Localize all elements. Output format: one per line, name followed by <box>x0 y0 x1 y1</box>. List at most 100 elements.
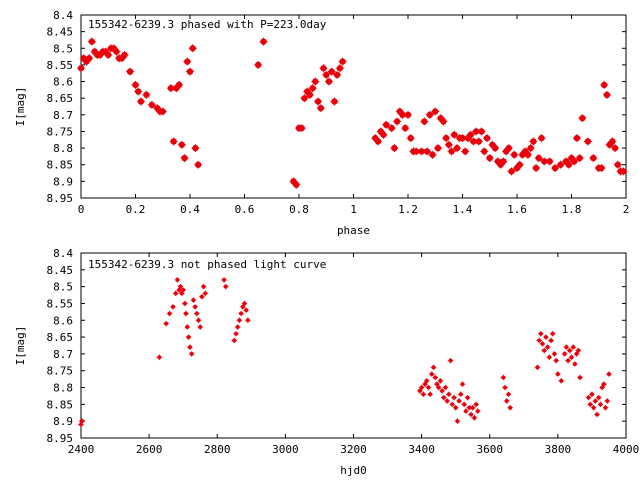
data-point <box>549 330 556 337</box>
data-point <box>245 317 251 324</box>
data-point <box>238 310 244 317</box>
data-point <box>432 374 439 381</box>
data-point <box>543 334 549 340</box>
y-tick-label: 8.85 <box>47 398 74 411</box>
data-point <box>199 293 205 300</box>
unphased-light-curve-panel: 155342-6239.3 not phased light curve I[m… <box>14 247 639 477</box>
data-point <box>595 394 602 401</box>
data-point <box>532 164 541 173</box>
data-point <box>191 144 200 153</box>
x-tick-label: 2800 <box>204 443 231 456</box>
data-point <box>297 124 306 133</box>
data-point <box>480 147 489 156</box>
data-point <box>200 283 207 290</box>
y-tick-label: 8.95 <box>47 432 74 445</box>
data-point <box>333 70 342 79</box>
data-point <box>417 147 426 156</box>
data-point <box>570 157 579 166</box>
x-tick-label: 0 <box>78 203 85 216</box>
data-point <box>236 317 243 324</box>
data-point <box>239 304 246 310</box>
y-tick-label: 8.7 <box>53 109 73 122</box>
data-point <box>570 344 577 350</box>
data-point <box>599 384 605 391</box>
data-point <box>401 124 410 133</box>
x-tick-label: 2 <box>623 203 630 216</box>
x-tick-label: 3600 <box>477 443 504 456</box>
data-point <box>585 394 592 401</box>
y-tick-label: 8.9 <box>53 415 73 428</box>
y-tick-label: 8.55 <box>47 59 74 72</box>
data-point <box>156 354 163 361</box>
data-point <box>449 401 456 408</box>
x-axis-label: hjd0 <box>340 464 367 477</box>
data-point <box>185 334 192 340</box>
data-point <box>534 154 543 163</box>
data-point <box>510 150 519 159</box>
data-point <box>551 351 558 357</box>
data-point <box>439 117 448 126</box>
y-tick-label: 8.8 <box>53 142 73 155</box>
x-tick-label: 0.6 <box>235 203 255 216</box>
data-point <box>169 137 178 146</box>
data-point <box>578 114 587 123</box>
data-point <box>177 140 186 149</box>
data-point <box>175 80 184 89</box>
data-point <box>604 398 611 404</box>
data-point <box>192 304 198 310</box>
data-point <box>577 374 583 381</box>
data-point <box>473 401 479 408</box>
data-point <box>608 137 617 146</box>
data-point <box>423 147 432 156</box>
data-point <box>330 97 339 106</box>
data-point <box>180 287 186 293</box>
data-point <box>221 277 227 283</box>
data-point <box>561 351 568 357</box>
data-point <box>456 398 462 404</box>
data-point <box>335 64 344 73</box>
data-point <box>461 147 470 156</box>
data-point <box>463 408 469 414</box>
data-point <box>592 398 599 404</box>
data-point <box>447 357 454 364</box>
data-point <box>420 117 429 126</box>
data-point <box>573 351 580 357</box>
data-point <box>190 297 197 303</box>
data-point <box>575 347 582 354</box>
data-point <box>505 391 512 398</box>
data-point <box>404 110 412 119</box>
x-tick-label: 3400 <box>408 443 435 456</box>
y-tick-label: 8.65 <box>47 331 74 344</box>
data-point <box>468 411 474 418</box>
data-point <box>425 110 434 119</box>
data-point <box>444 140 453 149</box>
data-point <box>466 130 475 139</box>
data-point <box>79 418 85 424</box>
data-point <box>594 411 600 418</box>
data-point <box>544 344 551 350</box>
data-point <box>77 64 85 73</box>
data-point <box>526 144 535 153</box>
data-point <box>597 401 604 408</box>
data-point <box>180 154 189 163</box>
plot-frame <box>80 252 627 439</box>
data-point <box>182 300 188 307</box>
y-tick-label: 8.5 <box>53 42 73 55</box>
data-point <box>454 418 461 424</box>
data-point <box>322 70 331 79</box>
data-point <box>177 283 184 290</box>
x-tick-label: 1.2 <box>398 203 418 216</box>
data-point <box>234 324 241 330</box>
data-point <box>444 398 450 404</box>
y-tick-label: 8.8 <box>53 382 73 395</box>
data-point <box>523 150 532 159</box>
x-tick-label: 1.8 <box>562 203 582 216</box>
data-point <box>503 398 510 404</box>
data-point <box>183 57 192 66</box>
y-axis-label: I[mag] <box>14 87 27 127</box>
data-point <box>464 394 471 401</box>
data-point <box>537 134 546 143</box>
x-tick-label: 4000 <box>613 443 640 456</box>
data-point <box>423 378 430 384</box>
data-point <box>427 391 433 398</box>
